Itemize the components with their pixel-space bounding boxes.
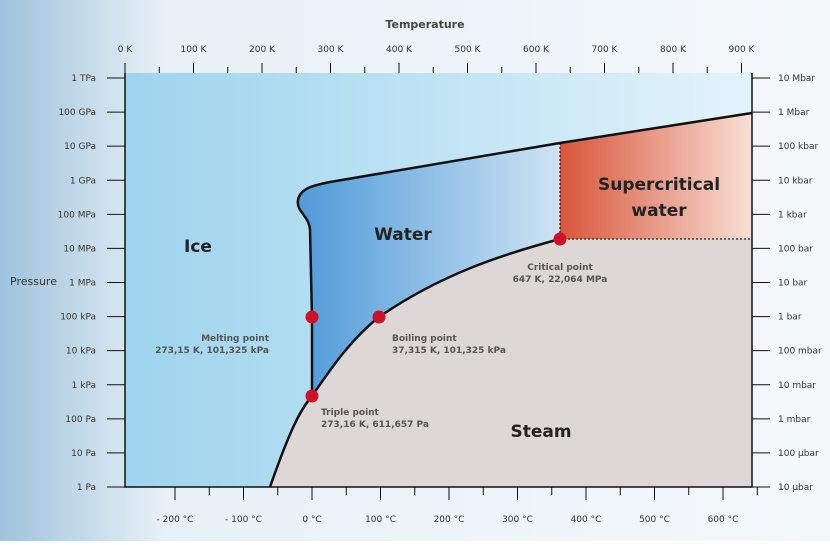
right-tick-label: 1 Mbar xyxy=(778,108,810,118)
point-name: Triple point xyxy=(321,408,380,418)
point-detail: 37,315 K, 101,325 kPa xyxy=(392,346,506,356)
region-label: Supercritical xyxy=(598,175,720,195)
left-tick-label: 1 kPa xyxy=(72,381,96,391)
right-tick-label: 1 mbar xyxy=(778,415,811,425)
bottom-tick-label: 200 °C xyxy=(434,515,465,525)
phase-point xyxy=(373,311,386,324)
point-name: Melting point xyxy=(201,334,270,344)
bottom-tick-label: 600 °C xyxy=(708,515,739,525)
point-detail: 273,16 K, 611,657 Pa xyxy=(321,420,429,430)
left-tick-label: 1 GPa xyxy=(70,176,96,186)
top-tick-label: 700 K xyxy=(592,45,619,55)
region-label: water xyxy=(631,201,687,221)
bottom-tick-label: 100 °C xyxy=(365,515,396,525)
top-tick-label: 400 K xyxy=(386,45,413,55)
bottom-tick-label: 400 °C xyxy=(571,515,602,525)
point-detail: 647 K, 22,064 MPa xyxy=(513,275,608,285)
left-tick-label: 10 GPa xyxy=(64,142,96,152)
left-tick-label: 100 Pa xyxy=(65,415,96,425)
point-name: Critical point xyxy=(527,263,593,273)
top-tick-label: 0 K xyxy=(118,45,134,55)
bottom-tick-label: 500 °C xyxy=(639,515,670,525)
phase-diagram: Temperature Pressure Ice Water Steam Sup… xyxy=(0,0,830,541)
phase-point xyxy=(306,390,319,403)
left-tick-label: 1 TPa xyxy=(71,74,96,84)
right-tick-label: 10 bar xyxy=(778,279,808,289)
bottom-tick-label: 0 °C xyxy=(302,515,321,525)
left-tick-label: 10 kPa xyxy=(66,347,96,357)
left-tick-label: 100 kPa xyxy=(60,313,96,323)
page: Temperature Pressure Ice Water Steam Sup… xyxy=(0,0,830,541)
phase-point xyxy=(306,311,319,324)
top-tick-label: 800 K xyxy=(660,45,687,55)
phase-point xyxy=(554,233,567,246)
right-tick-label: 100 bar xyxy=(778,244,813,254)
left-tick-label: 10 Pa xyxy=(71,449,96,459)
top-tick-label: 600 K xyxy=(523,45,550,55)
right-tick-label: 100 µbar xyxy=(778,449,819,459)
region-label: Ice xyxy=(184,237,212,257)
right-tick-label: 10 Mbar xyxy=(778,74,815,84)
left-tick-label: 1 Pa xyxy=(77,483,96,493)
right-tick-label: 100 mbar xyxy=(778,347,822,357)
right-tick-label: 10 µbar xyxy=(778,483,813,493)
y-axis-title: Pressure xyxy=(10,275,57,288)
region-label: Water xyxy=(374,225,432,245)
top-tick-label: 900 K xyxy=(729,45,756,55)
bottom-tick-label: 300 °C xyxy=(502,515,533,525)
left-tick-label: 10 MPa xyxy=(63,244,96,254)
left-tick-label: 100 GPa xyxy=(58,108,96,118)
right-tick-label: 1 bar xyxy=(778,313,802,323)
point-detail: 273,15 K, 101,325 kPa xyxy=(155,346,269,356)
x-axis-title: Temperature xyxy=(385,18,464,31)
bottom-tick-label: - 200 °C xyxy=(157,515,194,525)
top-tick-label: 100 K xyxy=(181,45,208,55)
left-tick-label: 1 MPa xyxy=(69,279,96,289)
right-tick-label: 10 mbar xyxy=(778,381,816,391)
right-tick-label: 10 kbar xyxy=(778,176,813,186)
top-tick-label: 200 K xyxy=(249,45,276,55)
top-tick-label: 500 K xyxy=(455,45,482,55)
region-label: Steam xyxy=(510,422,571,442)
bottom-tick-label: - 100 °C xyxy=(225,515,262,525)
left-tick-label: 100 MPa xyxy=(58,210,96,220)
point-name: Boiling point xyxy=(392,334,457,344)
right-tick-label: 1 kbar xyxy=(778,210,807,220)
top-tick-label: 300 K xyxy=(318,45,345,55)
right-tick-label: 100 kbar xyxy=(778,142,818,152)
